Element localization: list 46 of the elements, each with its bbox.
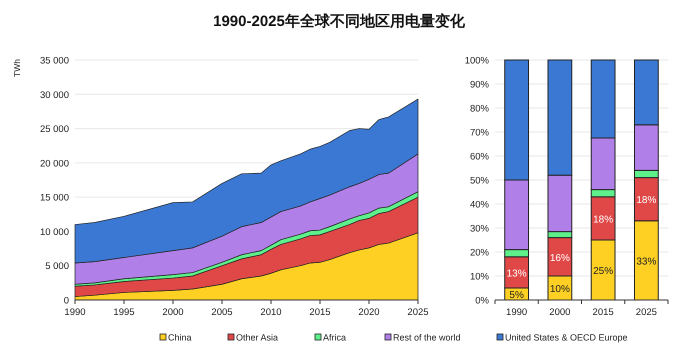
x-tick-label: 2015 [592, 307, 614, 318]
chart-title: 1990-2025年全球不同地区用电量变化 [213, 12, 466, 30]
data-label: 33% [636, 256, 656, 268]
x-tick-label: 2000 [549, 307, 570, 318]
data-label: 18% [636, 195, 656, 206]
legend-label: China [168, 332, 192, 342]
legend-label: United States & OECD Europe [505, 332, 628, 342]
x-tick-label: 1990 [506, 307, 528, 318]
y-tick-label: 60% [470, 152, 490, 162]
x-tick-label: 2010 [260, 307, 282, 318]
data-label: 5% [509, 290, 524, 301]
y-tick-label: 80% [470, 104, 490, 114]
x-tick-label: 1990 [64, 307, 86, 318]
y-tick-label: 20 000 [40, 158, 69, 170]
y-tick-label: 5 000 [45, 261, 69, 272]
legend-label: Other Asia [236, 332, 278, 342]
y-tick-label: 20% [470, 248, 490, 258]
data-label: 25% [593, 266, 614, 277]
y-tick-label: 10 000 [40, 226, 69, 238]
x-tick-label: 2025 [636, 307, 657, 318]
y-tick-label: 15 000 [40, 192, 69, 204]
y-tick-label: 0% [475, 296, 490, 306]
x-tick-label: 2000 [162, 307, 184, 318]
y-tick-label: 90% [470, 80, 490, 90]
y-tick-label: 70% [470, 128, 490, 138]
legend-label: Rest of the world [393, 332, 461, 342]
y-tick-label: 30% [470, 224, 490, 234]
data-label: 18% [593, 214, 614, 226]
x-tick-label: 2015 [309, 307, 331, 318]
data-label: 16% [550, 252, 570, 264]
y-tick-label: 0 [64, 296, 69, 306]
legend-label: Africa [323, 332, 346, 342]
y-tick-label: 25 000 [40, 124, 69, 136]
y-tick-label: 40% [470, 200, 490, 210]
y-axis-title: TWh [12, 58, 22, 77]
y-tick-label: 10% [470, 272, 490, 282]
y-tick-label: 50% [470, 176, 490, 186]
x-tick-label: 2005 [211, 307, 233, 318]
x-tick-label: 2020 [358, 307, 380, 318]
data-label: 10% [550, 284, 570, 295]
x-tick-label: 2025 [407, 307, 429, 318]
x-tick-label: 1995 [113, 307, 135, 318]
y-tick-label: 35 000 [40, 56, 69, 66]
y-tick-label: 100% [464, 56, 490, 66]
data-label: 13% [506, 268, 527, 280]
y-tick-label: 30 000 [40, 90, 69, 101]
